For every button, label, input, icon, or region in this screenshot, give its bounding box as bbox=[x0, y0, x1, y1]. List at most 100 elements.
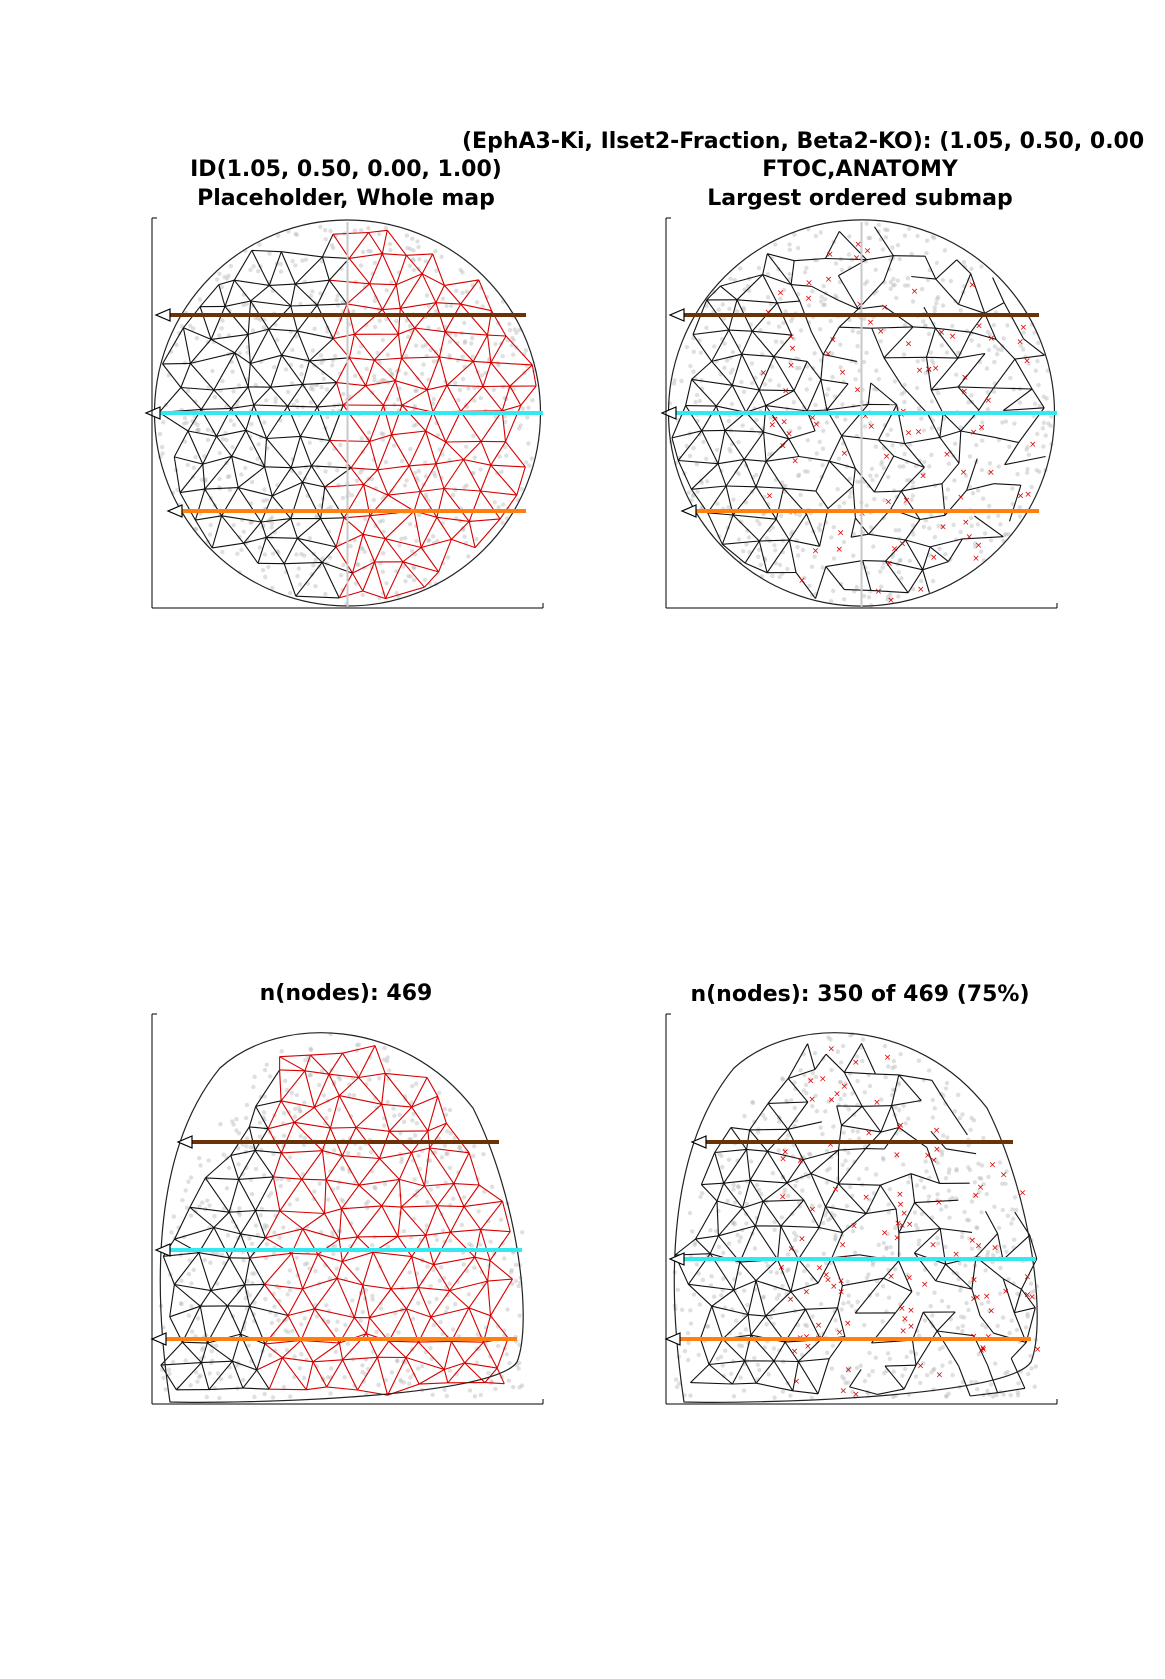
excluded-node-marker: × bbox=[827, 1140, 835, 1150]
excluded-node-marker: × bbox=[975, 321, 983, 331]
excluded-node-marker: × bbox=[1024, 1273, 1032, 1283]
excluded-node-marker: × bbox=[873, 1098, 881, 1108]
background-points bbox=[158, 1031, 525, 1401]
excluded-node-marker: × bbox=[899, 540, 907, 550]
excluded-node-marker: × bbox=[760, 369, 768, 379]
line-brown-arrowhead bbox=[690, 1135, 707, 1149]
excluded-node-marker: × bbox=[771, 415, 779, 425]
excluded-node-marker: × bbox=[952, 1250, 960, 1260]
line-orange-arrowhead bbox=[664, 1332, 681, 1346]
excluded-node-marker: × bbox=[911, 287, 919, 297]
excluded-node-marker: × bbox=[819, 1075, 827, 1085]
excluded-node-marker: × bbox=[975, 1242, 983, 1252]
line-orange-arrowhead bbox=[166, 504, 183, 518]
excluded-node-marker: × bbox=[782, 387, 790, 397]
excluded-node-marker: × bbox=[807, 1076, 815, 1086]
excluded-node-marker: × bbox=[850, 1221, 858, 1231]
excluded-node-marker: × bbox=[887, 1272, 895, 1282]
excluded-node-marker: × bbox=[907, 1322, 915, 1332]
panel-2-mesh-plot: ××××××××××××××××××××××××××××××××××××××××… bbox=[660, 217, 1058, 609]
excluded-node-marker: × bbox=[930, 1156, 938, 1166]
excluded-node-marker: × bbox=[897, 1200, 905, 1210]
panel-2-title-line-1: FTOC,ANATOMY bbox=[762, 157, 959, 182]
excluded-node-marker: × bbox=[907, 1306, 915, 1316]
excluded-node-marker: × bbox=[898, 1304, 906, 1314]
excluded-node-marker: × bbox=[901, 1314, 909, 1324]
excluded-node-marker: × bbox=[1023, 357, 1031, 367]
excluded-node-marker: × bbox=[932, 364, 940, 374]
line-orange-arrowhead bbox=[680, 504, 697, 518]
line-cyan-arrowhead bbox=[154, 1243, 171, 1257]
excluded-node-marker: × bbox=[985, 396, 993, 406]
excluded-node-marker: × bbox=[828, 1044, 836, 1054]
excluded-node-marker: × bbox=[975, 541, 983, 551]
panel-4-mesh-plot: ×× ××××××××××××××××××××××××××××××××××××××… bbox=[664, 1013, 1058, 1405]
excluded-node-marker: × bbox=[906, 1220, 914, 1230]
mesh-edges bbox=[158, 229, 537, 600]
excluded-node-marker: × bbox=[829, 336, 837, 346]
excluded-node-marker: × bbox=[915, 428, 923, 438]
excluded-node-marker: × bbox=[805, 279, 813, 289]
excluded-node-marker: × bbox=[891, 544, 899, 554]
excluded-node-marker: × bbox=[979, 1344, 987, 1354]
excluded-node-marker: × bbox=[1019, 1188, 1027, 1198]
excluded-node-marker: × bbox=[867, 318, 875, 328]
panel-1-title-line-2: Placeholder, Whole map bbox=[197, 186, 495, 211]
excluded-node-marker: × bbox=[935, 1198, 943, 1208]
line-cyan-arrowhead bbox=[144, 406, 161, 420]
excluded-node-marker: × bbox=[899, 1326, 907, 1336]
excluded-node-marker: × bbox=[822, 1271, 830, 1281]
excluded-node-marker: × bbox=[787, 1295, 795, 1305]
excluded-node-marker: × bbox=[809, 414, 817, 424]
excluded-node-marker: × bbox=[778, 1263, 786, 1273]
excluded-node-marker: × bbox=[779, 441, 787, 451]
excluded-node-marker: × bbox=[803, 1288, 811, 1298]
excluded-node-marker: × bbox=[1034, 1345, 1042, 1355]
excluded-node-marker: × bbox=[924, 1151, 932, 1161]
excluded-node-marker: × bbox=[962, 518, 970, 528]
excluded-node-marker: × bbox=[933, 1145, 941, 1155]
excluded-node-marker: × bbox=[980, 1345, 988, 1355]
excluded-node-marker: × bbox=[779, 1154, 787, 1164]
mesh-edges bbox=[671, 226, 1046, 599]
excluded-node-marker: × bbox=[897, 1121, 905, 1131]
excluded-node-marker: × bbox=[815, 1321, 823, 1331]
excluded-node-marker: × bbox=[830, 1282, 838, 1292]
excluded-node-marker: × bbox=[1028, 1292, 1036, 1302]
excluded-node-marker: × bbox=[1024, 1291, 1032, 1301]
excluded-node-marker: × bbox=[798, 1235, 806, 1245]
panel-3-mesh-plot bbox=[150, 1013, 544, 1405]
excluded-node-marker: × bbox=[989, 1161, 997, 1171]
excluded-node-marker: × bbox=[798, 576, 806, 586]
excluded-node-marker: × bbox=[961, 373, 969, 383]
excluded-node-marker: × bbox=[840, 1387, 848, 1397]
excluded-node-marker: × bbox=[828, 1095, 836, 1105]
excluded-node-marker: × bbox=[769, 420, 777, 430]
excluded-node-marker: × bbox=[961, 387, 969, 397]
excluded-node-marker: × bbox=[780, 418, 788, 428]
line-brown-arrowhead bbox=[154, 308, 171, 322]
excluded-node-marker: × bbox=[1029, 440, 1037, 450]
excluded-node-marker: × bbox=[977, 1183, 985, 1193]
panel-1-title-line-1: ID(1.05, 0.50, 0.00, 1.00) bbox=[190, 157, 502, 182]
excluded-node-marker: × bbox=[824, 349, 832, 359]
excluded-node-marker: × bbox=[925, 365, 933, 375]
excluded-node-marker: × bbox=[900, 1209, 908, 1219]
excluded-node-marker: × bbox=[972, 554, 980, 564]
excluded-node-marker: × bbox=[903, 496, 911, 506]
excluded-node-marker: × bbox=[938, 328, 946, 338]
excluded-node-marker: × bbox=[844, 1319, 852, 1329]
excluded-node-marker: × bbox=[862, 1193, 870, 1203]
excluded-node-marker: × bbox=[1017, 492, 1025, 502]
excluded-node-marker: × bbox=[917, 1362, 925, 1372]
excluded-node-marker: × bbox=[973, 1293, 981, 1303]
excluded-node-marker: × bbox=[906, 1273, 914, 1283]
excluded-node-marker: × bbox=[841, 449, 849, 459]
excluded-node-marker: × bbox=[885, 559, 893, 569]
figure-suptitle: (EphA3-Ki, Ilset2-Fraction, Beta2-KO): (… bbox=[462, 129, 1144, 154]
excluded-node-marker: × bbox=[919, 472, 927, 482]
excluded-node-marker: × bbox=[797, 1156, 805, 1166]
excluded-node-marker: × bbox=[862, 412, 870, 422]
excluded-node-marker: × bbox=[875, 587, 883, 597]
excluded-node-marker: × bbox=[791, 457, 799, 467]
